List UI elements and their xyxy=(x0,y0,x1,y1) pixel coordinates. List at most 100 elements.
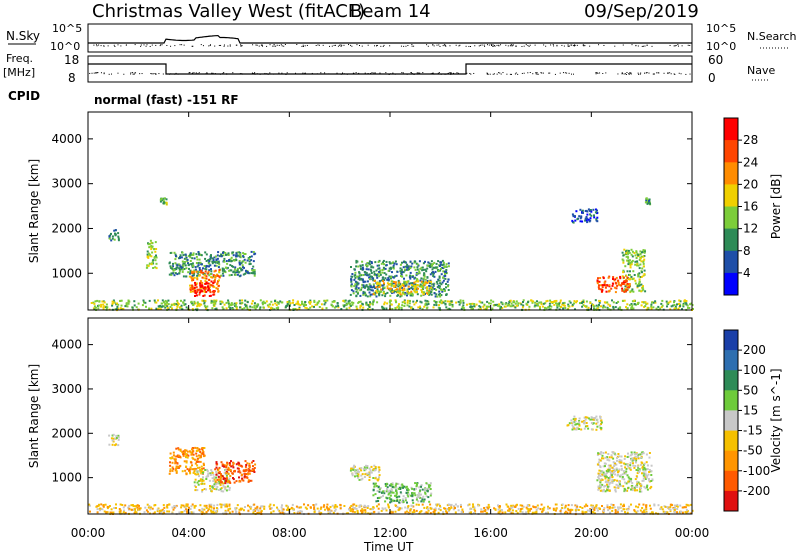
data-cell xyxy=(623,299,626,302)
data-cell xyxy=(183,460,186,463)
data-cell xyxy=(177,303,180,305)
data-cell xyxy=(406,501,408,504)
data-cell xyxy=(527,508,530,511)
data-cell xyxy=(336,505,339,508)
data-cell xyxy=(639,509,642,512)
data-cell xyxy=(534,506,537,509)
data-cell xyxy=(639,253,642,256)
data-cell xyxy=(210,255,212,258)
data-cell xyxy=(226,461,229,464)
data-cell xyxy=(182,454,185,457)
nave-dot xyxy=(168,73,170,75)
nsearch-dot xyxy=(442,45,444,47)
data-cell xyxy=(535,508,538,511)
data-cell xyxy=(416,293,419,296)
data-cell xyxy=(430,280,433,283)
data-cell xyxy=(357,265,360,268)
nsearch-dot xyxy=(498,44,500,46)
data-cell xyxy=(368,260,371,263)
data-cell xyxy=(631,459,634,462)
data-cell xyxy=(188,468,191,471)
data-cell xyxy=(173,302,176,305)
nave-dot xyxy=(336,72,338,74)
data-cell xyxy=(583,416,586,419)
data-cell xyxy=(227,254,230,256)
data-cell xyxy=(210,300,213,303)
data-cell xyxy=(219,479,222,482)
data-cell xyxy=(343,305,346,308)
data-cell xyxy=(384,292,387,295)
data-cell xyxy=(404,280,407,283)
nsearch-dot xyxy=(438,44,440,46)
data-cell xyxy=(238,260,241,262)
data-cell xyxy=(167,299,170,302)
data-cell xyxy=(596,209,598,212)
data-cell xyxy=(402,495,405,498)
data-cell xyxy=(102,300,105,303)
data-cell xyxy=(174,460,177,463)
data-cell xyxy=(431,288,434,291)
data-cell xyxy=(601,470,604,473)
data-cell xyxy=(364,285,367,288)
data-cell xyxy=(155,301,158,304)
data-cell xyxy=(550,301,553,303)
data-cell xyxy=(222,482,225,485)
data-cell xyxy=(215,482,217,485)
nave-dot xyxy=(132,73,134,75)
data-cell xyxy=(278,509,281,512)
data-cell xyxy=(432,511,435,513)
data-cell xyxy=(350,505,353,507)
nave-dot xyxy=(374,72,376,74)
data-cell xyxy=(194,478,197,481)
data-cell xyxy=(598,474,600,477)
nave-label: Nave xyxy=(747,64,775,77)
data-cell xyxy=(382,290,385,293)
data-cell xyxy=(558,304,561,307)
data-cell xyxy=(683,506,686,509)
data-cell xyxy=(399,263,402,266)
data-cell xyxy=(603,281,606,284)
data-cell xyxy=(177,456,180,458)
data-cell xyxy=(204,288,207,291)
data-cell xyxy=(119,307,122,310)
data-cell xyxy=(437,260,440,263)
data-cell xyxy=(189,508,192,510)
data-cell xyxy=(501,307,504,309)
data-cell xyxy=(378,490,381,493)
data-cell xyxy=(395,482,398,485)
data-cell xyxy=(380,509,383,512)
data-cell xyxy=(422,262,425,265)
data-cell xyxy=(549,299,552,302)
data-cell xyxy=(364,473,367,476)
data-cell xyxy=(390,489,393,492)
data-cell xyxy=(178,269,181,271)
data-cell xyxy=(222,268,225,271)
data-cell xyxy=(611,476,614,478)
nsearch-dot xyxy=(272,45,274,47)
data-cell xyxy=(638,289,641,292)
data-cell xyxy=(176,455,179,458)
data-cell xyxy=(539,307,541,310)
data-cell xyxy=(384,500,387,503)
data-cell xyxy=(626,270,629,273)
nsearch-dot xyxy=(483,44,485,46)
data-cell xyxy=(630,253,633,256)
data-cell xyxy=(621,473,624,476)
data-cell xyxy=(187,255,190,258)
data-cell xyxy=(610,503,613,506)
data-cell xyxy=(446,508,449,511)
data-cell xyxy=(372,299,375,302)
data-cell xyxy=(191,266,194,269)
data-cell xyxy=(411,487,414,490)
data-cell xyxy=(198,456,201,459)
data-cell xyxy=(516,503,518,506)
data-cell xyxy=(366,274,369,277)
nave-dot xyxy=(559,72,561,74)
data-cell xyxy=(350,509,353,512)
data-cell xyxy=(312,504,315,506)
data-cell xyxy=(173,505,176,507)
data-cell xyxy=(159,200,162,203)
data-cell xyxy=(239,266,242,269)
data-cell xyxy=(416,263,419,266)
data-cell xyxy=(352,468,355,471)
